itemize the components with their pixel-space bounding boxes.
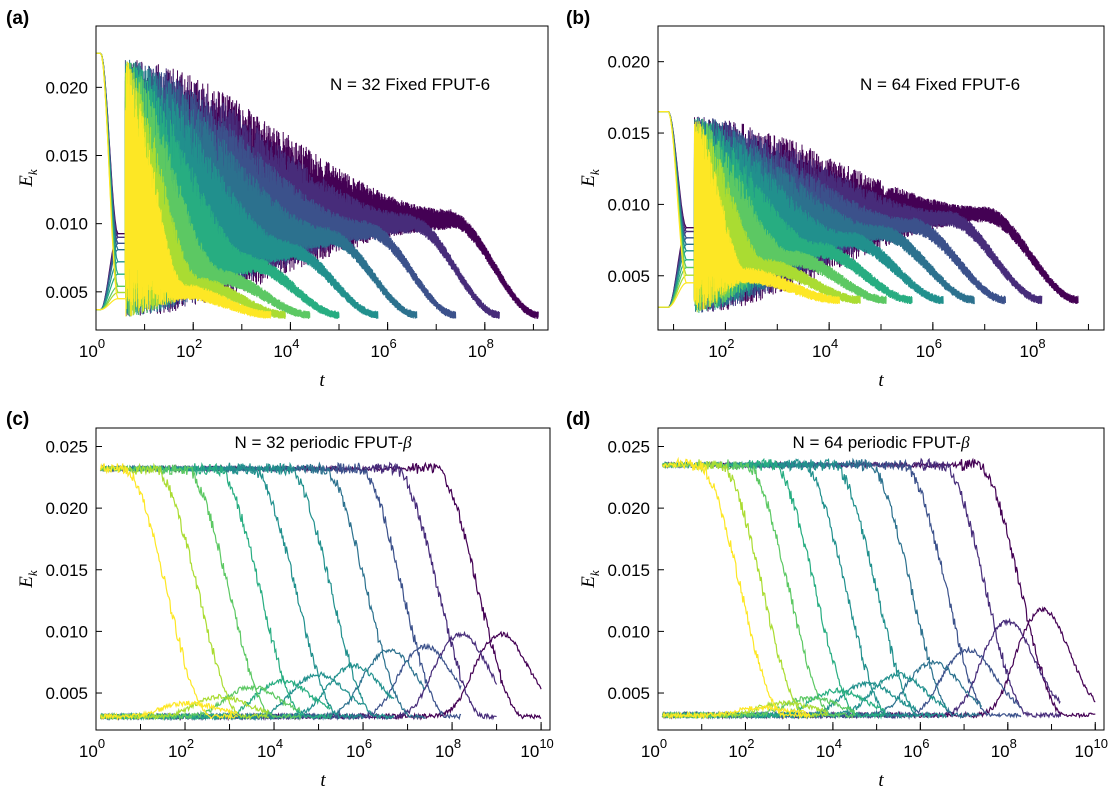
y-tick-label: 0.005 xyxy=(607,684,650,703)
series-line xyxy=(661,457,948,720)
series-line xyxy=(99,461,426,720)
y-tick-label: 0.010 xyxy=(607,622,650,641)
y-tick-label: 0.010 xyxy=(45,215,88,234)
x-tick-label: 100 xyxy=(79,336,105,361)
x-tick-label: 100 xyxy=(79,736,105,761)
y-tick-label: 0.010 xyxy=(45,622,88,641)
x-tick-label: 108 xyxy=(1020,336,1046,361)
series-line xyxy=(658,111,696,284)
panel-label: (d) xyxy=(566,409,590,430)
series-line xyxy=(662,705,811,720)
series-line xyxy=(100,461,497,721)
panel-label: (a) xyxy=(6,8,29,29)
panel-annotation: N = 32 periodic FPUT-β xyxy=(234,433,412,452)
x-axis-label: t xyxy=(320,770,326,791)
series-line xyxy=(99,462,270,721)
panel-label: (c) xyxy=(6,409,29,430)
x-tick-label: 102 xyxy=(728,736,754,761)
series-line xyxy=(96,298,127,311)
y-tick-label: 0.005 xyxy=(45,283,88,302)
y-tick-label: 0.015 xyxy=(45,561,88,580)
x-tick-label: 104 xyxy=(816,736,842,761)
series-line xyxy=(99,693,270,721)
x-tick-label: 106 xyxy=(346,736,372,761)
x-tick-label: 102 xyxy=(176,336,202,361)
series-line xyxy=(124,61,272,319)
y-axis-label: Ek xyxy=(16,169,40,188)
panel-b: (b) 0.005 0.010 0.015 0.020 102 104 106 108 t Ek N … xyxy=(566,8,1105,391)
series-line xyxy=(693,118,913,313)
series-line xyxy=(661,699,829,720)
series-line xyxy=(99,699,238,721)
panel-annotation: N = 32 Fixed FPUT-6 xyxy=(330,75,490,94)
y-tick-label: 0.015 xyxy=(45,147,88,166)
series-line xyxy=(661,459,829,719)
y-axis-label: Ek xyxy=(578,570,602,589)
panel-c: (c) 0.005 0.010 0.015 0.020 0.025 100 102 104 106… xyxy=(6,409,554,791)
series-group xyxy=(658,111,1079,313)
series-line xyxy=(662,457,1096,719)
y-axis-label: Ek xyxy=(16,570,40,589)
series-group xyxy=(661,456,1096,720)
x-tick-label: 108 xyxy=(435,736,461,761)
plot-frame xyxy=(95,427,551,731)
x-axis-label: t xyxy=(878,770,884,791)
x-tick-label: 104 xyxy=(812,336,838,361)
y-axis-label: Ek xyxy=(578,169,602,188)
x-tick-label: 1010 xyxy=(520,736,553,761)
series-line xyxy=(96,52,127,263)
y-tick-label: 0.010 xyxy=(607,195,650,214)
y-tick-label: 0.025 xyxy=(45,437,88,456)
series-line xyxy=(662,456,811,720)
plot-frame xyxy=(95,25,549,331)
y-tick-label: 0.020 xyxy=(45,499,88,518)
x-axis-label: t xyxy=(878,370,884,391)
panel-label: (b) xyxy=(566,8,590,29)
x-tick-label: 102 xyxy=(168,736,194,761)
series-group xyxy=(96,52,539,320)
x-tick-label: 102 xyxy=(708,336,734,361)
panel-annotation: N = 64 periodic FPUT-β xyxy=(792,433,970,452)
x-tick-label: 104 xyxy=(273,336,299,361)
y-tick-label: 0.020 xyxy=(607,53,650,72)
plot-frame xyxy=(657,427,1105,731)
series-line xyxy=(99,462,364,721)
series-line xyxy=(658,282,696,308)
y-tick-label: 0.020 xyxy=(45,78,88,97)
y-tick-label: 0.020 xyxy=(607,499,650,518)
panel-a: (a) 0.005 0.010 0.015 0.020 100 102 104 106 108 t E… xyxy=(6,8,549,391)
series-line xyxy=(693,121,840,310)
y-tick-label: 0.015 xyxy=(607,124,650,143)
x-tick-label: 108 xyxy=(468,336,494,361)
series-line xyxy=(661,458,1022,719)
y-tick-label: 0.005 xyxy=(45,684,88,703)
x-tick-label: 100 xyxy=(641,736,667,761)
x-tick-label: 104 xyxy=(257,736,283,761)
panel-annotation: N = 64 Fixed FPUT-6 xyxy=(860,75,1020,94)
x-tick-label: 106 xyxy=(371,336,397,361)
x-tick-label: 106 xyxy=(903,736,929,761)
series-group xyxy=(99,461,542,722)
x-tick-label: 106 xyxy=(916,336,942,361)
y-tick-label: 0.005 xyxy=(607,267,650,286)
y-tick-label: 0.015 xyxy=(607,561,650,580)
x-tick-label: 1010 xyxy=(1075,736,1108,761)
series-line xyxy=(99,462,333,721)
series-line xyxy=(99,663,395,722)
series-line xyxy=(96,52,127,275)
series-line xyxy=(99,463,238,721)
y-tick-label: 0.025 xyxy=(607,437,650,456)
series-line xyxy=(661,457,1061,719)
panel-d: (d) 0.005 0.010 0.015 0.020 0.025 100 102 104 106… xyxy=(566,409,1108,791)
series-line xyxy=(661,459,856,720)
x-tick-label: 108 xyxy=(991,736,1017,761)
x-axis-label: t xyxy=(319,370,325,391)
